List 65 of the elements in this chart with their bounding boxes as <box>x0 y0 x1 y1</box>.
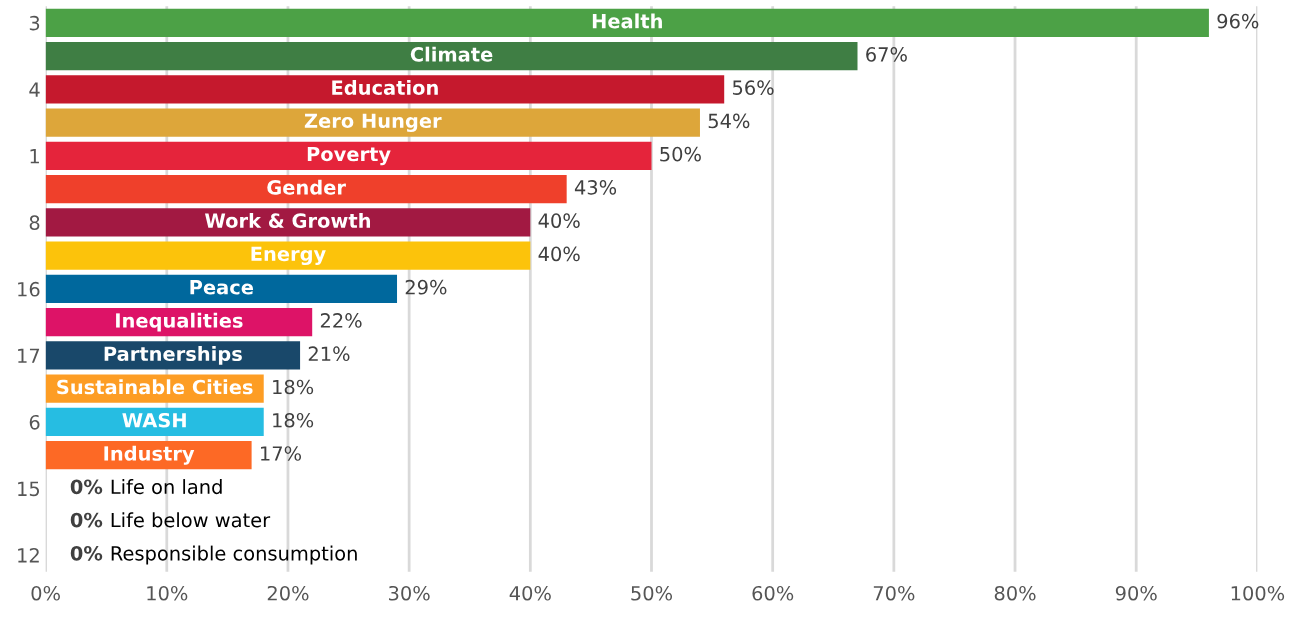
data-label: 40% <box>538 246 580 262</box>
x-tick-label: 100% <box>1231 585 1285 601</box>
y-tick-label: 4 <box>29 82 40 97</box>
data-label: 50% <box>660 146 701 162</box>
data-label: 56% <box>732 80 774 95</box>
bar <box>45 208 531 237</box>
annotation: Zero Hunger <box>304 113 442 133</box>
annotation: Climate <box>410 46 493 62</box>
bar <box>45 274 398 304</box>
data-label: 40% <box>538 213 580 229</box>
data-label: 54% <box>708 113 750 129</box>
annotation: Peace <box>190 280 254 295</box>
bar <box>45 141 652 170</box>
y-tick-label: 8 <box>29 215 40 231</box>
data-label: 18% <box>273 412 314 428</box>
bar <box>45 75 725 104</box>
y-tick-label: 6 <box>29 414 40 430</box>
x-tick-label: 20% <box>267 585 309 601</box>
x-tick-label: 0% <box>31 585 60 601</box>
y-tick-label: 1 <box>30 149 39 164</box>
data-label: 0% <box>70 479 103 495</box>
annotation: Work & Growth <box>204 212 371 229</box>
annotation: Poverty <box>307 146 391 166</box>
data-label: 22% <box>320 313 362 328</box>
x-tick-label: 90% <box>1115 585 1157 601</box>
x-tick-label: 40% <box>509 585 551 601</box>
annotation: WASH <box>122 412 186 428</box>
annotation: Life on land <box>111 479 222 495</box>
annotation: Life below water <box>111 512 271 528</box>
annotation: Partnerships <box>104 346 242 365</box>
bar <box>45 341 301 370</box>
y-tick-label: 17 <box>18 348 40 363</box>
data-label: 29% <box>405 279 447 295</box>
annotation: Sustainable Cities <box>57 379 253 395</box>
data-label: 17% <box>261 446 302 461</box>
annotation: Gender <box>267 179 346 195</box>
y-tick-label: 16 <box>18 281 40 297</box>
data-label: 0% <box>70 545 103 561</box>
x-tick-label: 10% <box>147 585 188 601</box>
data-label: 21% <box>308 346 350 362</box>
bar <box>45 41 858 71</box>
data-label: 96% <box>1217 13 1259 29</box>
y-tick-label: 15 <box>18 481 40 497</box>
bar <box>45 241 531 270</box>
bar <box>45 174 567 204</box>
y-tick-label: 3 <box>29 15 40 31</box>
annotation: Responsible consumption <box>111 545 357 565</box>
x-tick-label: 60% <box>752 585 794 601</box>
x-tick-label: 30% <box>389 585 430 601</box>
x-tick-label: 70% <box>873 585 915 601</box>
bar <box>45 407 264 437</box>
x-tick-label: 50% <box>631 585 673 601</box>
annotation: Energy <box>251 246 326 266</box>
data-label: 43% <box>574 180 617 195</box>
data-label: 67% <box>866 47 907 62</box>
annotation: Industry <box>104 445 195 465</box>
data-label: 0% <box>70 512 103 528</box>
y-tick-label: 12 <box>18 547 39 563</box>
data-label: 18% <box>273 379 314 395</box>
bar <box>45 108 700 137</box>
annotation: Health <box>592 13 662 29</box>
annotation: Inequalities <box>116 312 243 332</box>
bar <box>45 8 1209 37</box>
x-tick-label: 80% <box>994 585 1036 601</box>
annotation: Education <box>332 79 438 95</box>
